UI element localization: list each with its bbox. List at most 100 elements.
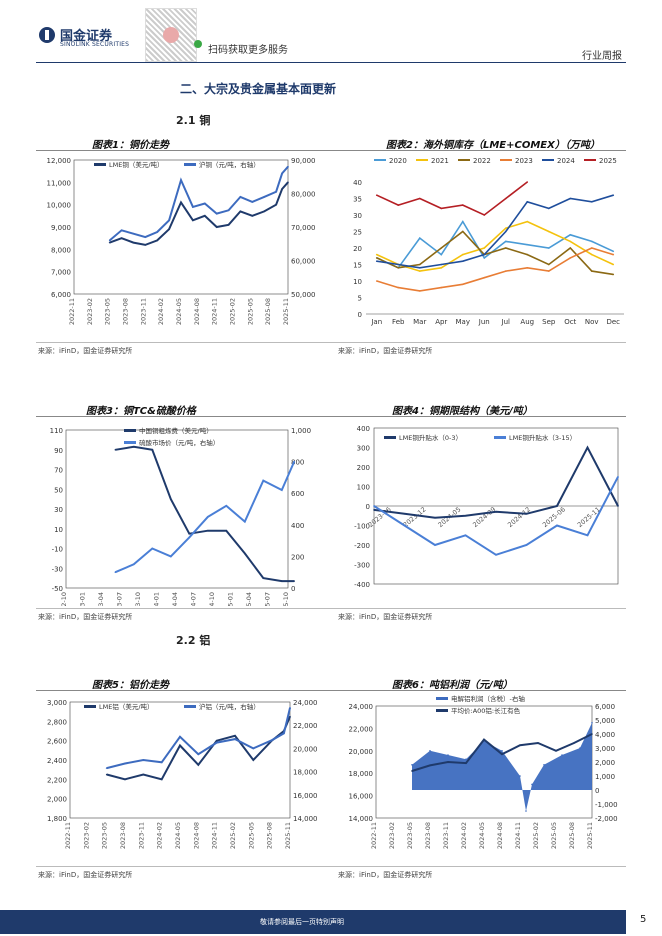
data-point <box>526 243 529 246</box>
data-point <box>375 253 378 256</box>
data-point <box>275 203 277 206</box>
fig6-title: 图表6：吨铝利润（元/吨） <box>392 680 513 691</box>
data-point <box>569 247 572 249</box>
series-line-2022 <box>376 230 614 276</box>
data-point <box>207 516 209 518</box>
y-tick-label: 100 <box>357 484 370 492</box>
data-point <box>617 475 619 478</box>
legend-label-1: 平均价:A00铝:长江有色 <box>451 706 521 715</box>
y-right-tick-label: 1,000 <box>291 427 311 435</box>
report-type: 行业周报 <box>582 51 622 62</box>
data-point <box>547 270 550 272</box>
x-tick-label: Jan <box>370 318 382 326</box>
fig-row2-line <box>36 416 626 417</box>
data-point <box>293 460 295 463</box>
fig6-source: 来源：iFinD，国金证券研究所 <box>338 871 433 879</box>
x-tick-label: Aug <box>520 318 534 326</box>
x-tick-label: 2025-05 <box>247 822 255 849</box>
fig2-title: 图表2：海外铜库存（LME+COMEX）（万吨） <box>386 140 600 151</box>
data-point <box>590 270 593 272</box>
data-point <box>124 762 126 765</box>
legend-label-1: 沪铜（元/吨，右轴） <box>199 160 260 169</box>
x-tick-label: Feb <box>392 318 405 326</box>
data-point <box>556 524 558 527</box>
y-tick-label: 2,200 <box>47 776 67 784</box>
subsection-copper: 2.1 铜 <box>176 114 211 127</box>
legend-label-2020: 2020 <box>389 157 407 165</box>
data-point <box>283 732 285 735</box>
x-tick-label: 2025-08 <box>266 822 274 849</box>
legend-swatch-1 <box>494 436 506 439</box>
y-tick-label: -200 <box>354 542 370 550</box>
x-tick-label: 2023-10 <box>134 592 142 606</box>
data-point <box>263 196 266 198</box>
y-tick-label: 300 <box>357 445 370 453</box>
legend-label-0: LME铝（美元/吨） <box>99 702 154 711</box>
fig3-source: 来源：iFinD，国金证券研究所 <box>38 613 133 621</box>
data-point <box>586 446 589 449</box>
y-right-tick-label: 90,000 <box>291 157 316 165</box>
data-point <box>293 580 295 582</box>
data-point <box>375 280 378 282</box>
data-point <box>579 747 581 749</box>
data-point <box>179 736 181 738</box>
x-tick-label: 2024-11 <box>211 822 219 849</box>
data-point <box>192 219 194 222</box>
y-tick-label: 10 <box>353 278 362 286</box>
data-point <box>617 505 619 507</box>
x-tick-label: 2024-01 <box>153 592 161 606</box>
data-point <box>461 283 464 286</box>
data-point <box>547 230 550 233</box>
data-point <box>573 742 575 744</box>
x-tick-label: 2025-11 <box>586 822 594 849</box>
data-point <box>262 479 265 482</box>
legend-swatch-0 <box>84 705 96 708</box>
data-point <box>483 214 486 216</box>
data-point <box>429 764 431 767</box>
qr-code[interactable] <box>145 8 197 62</box>
data-point <box>375 257 378 259</box>
fig-row3-line <box>36 690 626 691</box>
data-point <box>373 505 375 507</box>
data-point <box>105 773 108 776</box>
footer-disclaimer: 敬请参阅最后一页特别声明 <box>260 918 344 926</box>
legend-label-2023: 2023 <box>515 157 533 165</box>
y-right-tick-label: 6,000 <box>595 703 615 711</box>
x-tick-label: 2024-08 <box>193 298 201 325</box>
y-right-tick-label: 1,000 <box>595 773 615 781</box>
data-point <box>526 181 529 183</box>
data-point <box>168 228 170 231</box>
fig5-source: 来源：iFinD，国金证券研究所 <box>38 871 133 879</box>
y-tick-label: 24,000 <box>349 703 374 711</box>
data-point <box>440 286 443 289</box>
x-tick-label: Sep <box>542 318 556 326</box>
chart-aluminum-price: 3,000 2,800 2,600 2,400 2,200 2,000 1,800 24,00… <box>47 699 318 849</box>
plot-frame <box>65 429 289 589</box>
x-tick-label: 2023-08 <box>424 822 432 849</box>
y-tick-label: 200 <box>357 464 370 472</box>
x-tick-label: 2022-11 <box>64 822 72 849</box>
data-point <box>440 247 443 249</box>
y-tick-label: -300 <box>354 562 370 570</box>
fig1-source: 来源：iFinD，国金证券研究所 <box>38 347 133 355</box>
legend-label-2024: 2024 <box>557 157 575 165</box>
data-point <box>569 234 572 236</box>
x-tick-label: 2024-10 <box>208 592 216 606</box>
fig4-title: 图表4：铜期限结构（美元/吨） <box>392 406 533 417</box>
data-point <box>207 529 209 532</box>
data-point <box>252 747 255 750</box>
fig3-title: 图表3：铜TC&硫酸价格 <box>86 406 196 417</box>
data-point <box>569 197 572 200</box>
y-right-tick-label: 50,000 <box>291 291 316 299</box>
series-line-2025 <box>376 181 528 216</box>
data-point <box>373 509 375 511</box>
legend-swatch-1 <box>184 163 196 166</box>
x-tick-label: 2025-11 <box>284 822 292 849</box>
x-tick-label: 2023-01 <box>79 592 87 606</box>
data-point <box>434 544 436 546</box>
data-point <box>504 247 507 249</box>
x-tick-label: 2023-11 <box>137 822 145 849</box>
y-tick-label: 2,000 <box>47 796 67 804</box>
company-logo <box>38 26 56 44</box>
data-point <box>192 206 194 208</box>
